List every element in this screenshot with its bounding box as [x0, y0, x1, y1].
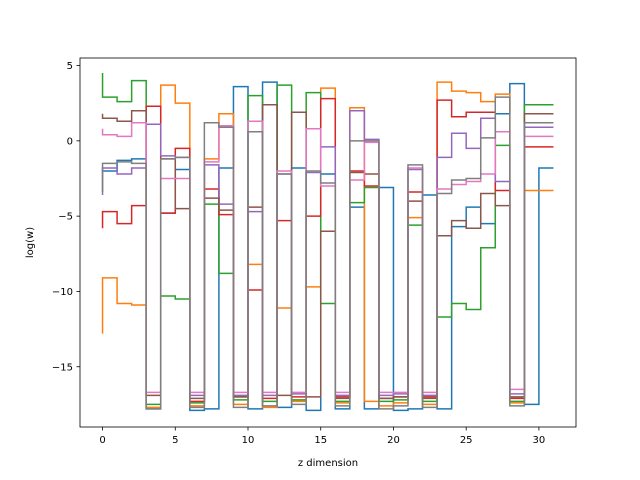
series-layer	[101, 73, 554, 412]
x-tick-label: 0	[99, 435, 105, 446]
series-line-5	[101, 109, 554, 397]
x-tick-label: 10	[242, 435, 255, 446]
series-line-8	[101, 96, 554, 410]
x-tick-label: 15	[314, 435, 327, 446]
x-tick-label: 30	[533, 435, 546, 446]
y-tick-label: −5	[58, 212, 73, 223]
y-axis-label: log(w)	[25, 227, 36, 258]
x-tick-label: 25	[460, 435, 473, 446]
x-axis-label: z dimension	[298, 458, 358, 469]
series-line-7	[101, 120, 554, 394]
y-tick-label: −10	[52, 287, 73, 298]
x-tick-label: 20	[387, 435, 400, 446]
series-line-1	[101, 81, 554, 412]
y-axis-ticks: −15 −10 −5 0 5	[52, 61, 80, 373]
series-line-2	[101, 81, 554, 409]
y-tick-label: 5	[67, 61, 73, 72]
plot-frame	[79, 57, 577, 428]
series-line-3	[101, 73, 554, 406]
x-axis-ticks: 0 5 10 15 20 25 30	[99, 427, 545, 446]
y-tick-label: −15	[52, 362, 73, 373]
x-tick-label: 5	[172, 435, 178, 446]
y-tick-label: 0	[67, 136, 73, 147]
series-line-6	[101, 103, 554, 400]
series-line-4	[101, 97, 554, 403]
